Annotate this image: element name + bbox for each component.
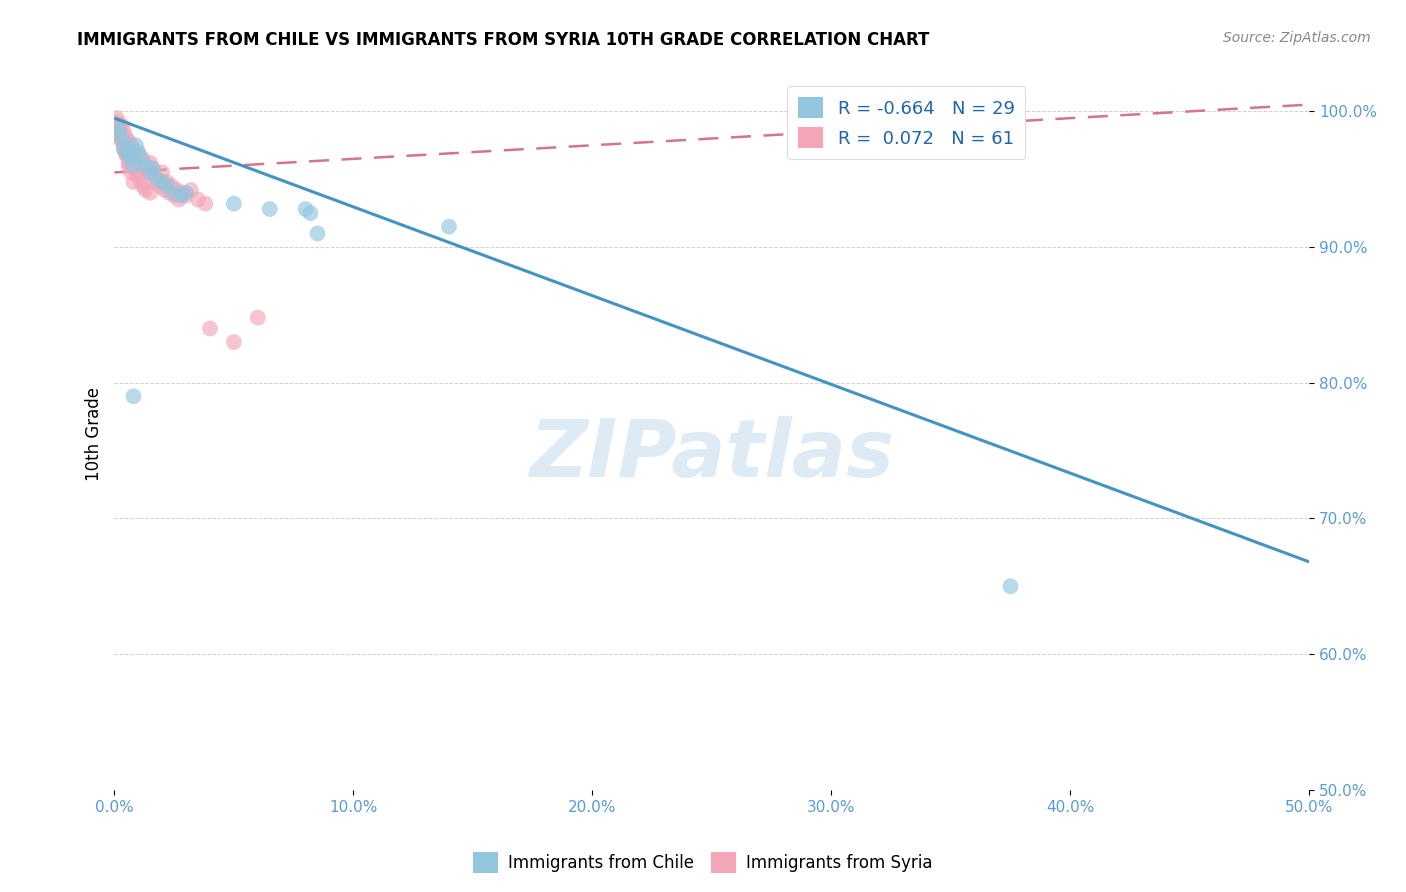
Point: [142, 161, 165, 176]
Point: [198, 321, 221, 335]
Point: [108, 118, 131, 132]
Point: [127, 148, 149, 162]
Point: [115, 131, 138, 145]
Legend: R = -0.664   N = 29, R =  0.072   N = 61: R = -0.664 N = 29, R = 0.072 N = 61: [787, 87, 1025, 159]
Point: [112, 142, 135, 156]
Point: [129, 159, 152, 173]
Point: [222, 196, 245, 211]
Point: [174, 186, 197, 200]
Point: [120, 152, 142, 166]
Point: [110, 131, 132, 145]
Point: [139, 165, 162, 179]
Point: [112, 142, 135, 156]
Point: [136, 165, 159, 179]
Point: [1000, 579, 1022, 593]
Point: [134, 159, 156, 173]
Point: [194, 196, 217, 211]
Point: [110, 131, 132, 145]
Point: [132, 152, 155, 166]
Point: [122, 161, 145, 176]
Point: [115, 148, 138, 162]
Point: [180, 183, 202, 197]
Point: [146, 172, 169, 186]
Y-axis label: 10th Grade: 10th Grade: [86, 386, 103, 481]
Point: [122, 389, 145, 403]
Point: [222, 334, 245, 349]
Point: [139, 186, 162, 200]
Point: [105, 111, 128, 125]
Point: [118, 148, 141, 162]
Point: [170, 188, 193, 202]
Point: [166, 183, 188, 197]
Point: [163, 188, 186, 202]
Point: [146, 175, 169, 189]
Point: [122, 175, 145, 189]
Point: [149, 179, 172, 194]
Point: [125, 165, 148, 179]
Text: ZIPatlas: ZIPatlas: [529, 416, 894, 494]
Point: [118, 145, 141, 159]
Point: [143, 169, 166, 184]
Point: [134, 161, 156, 176]
Point: [108, 125, 131, 139]
Point: [125, 138, 148, 153]
Point: [125, 152, 148, 166]
Point: [142, 161, 165, 176]
Text: IMMIGRANTS FROM CHILE VS IMMIGRANTS FROM SYRIA 10TH GRADE CORRELATION CHART: IMMIGRANTS FROM CHILE VS IMMIGRANTS FROM…: [77, 31, 929, 49]
Point: [115, 145, 138, 159]
Point: [153, 183, 176, 197]
Point: [129, 175, 152, 189]
Point: [437, 219, 460, 234]
Point: [160, 179, 183, 194]
Point: [174, 188, 197, 202]
Point: [110, 134, 132, 148]
Text: Source: ZipAtlas.com: Source: ZipAtlas.com: [1223, 31, 1371, 45]
Point: [108, 125, 131, 139]
Point: [115, 138, 138, 153]
Point: [122, 159, 145, 173]
Point: [118, 134, 141, 148]
Point: [163, 186, 186, 200]
Point: [110, 125, 132, 139]
Point: [118, 152, 141, 166]
Point: [307, 227, 329, 241]
Point: [134, 183, 156, 197]
Point: [118, 156, 141, 170]
Point: [108, 128, 131, 143]
Point: [170, 186, 193, 200]
Point: [110, 118, 132, 132]
Point: [112, 138, 135, 153]
Point: [157, 186, 180, 200]
Point: [127, 145, 149, 159]
Point: [187, 193, 209, 207]
Point: [150, 165, 173, 179]
Point: [120, 138, 142, 153]
Point: [299, 206, 322, 220]
Point: [118, 159, 141, 173]
Point: [127, 169, 149, 184]
Point: [115, 148, 138, 162]
Point: [105, 118, 128, 132]
Point: [120, 165, 142, 179]
Point: [105, 115, 128, 129]
Point: [120, 159, 142, 173]
Point: [122, 145, 145, 159]
Legend: Immigrants from Chile, Immigrants from Syria: Immigrants from Chile, Immigrants from S…: [467, 846, 939, 880]
Point: [132, 179, 155, 194]
Point: [112, 125, 135, 139]
Point: [167, 193, 190, 207]
Point: [139, 156, 162, 170]
Point: [150, 175, 173, 189]
Point: [105, 120, 128, 135]
Point: [156, 179, 179, 194]
Point: [129, 152, 152, 166]
Point: [259, 202, 281, 216]
Point: [294, 202, 316, 216]
Point: [112, 138, 135, 153]
Point: [246, 310, 269, 325]
Point: [156, 175, 179, 189]
